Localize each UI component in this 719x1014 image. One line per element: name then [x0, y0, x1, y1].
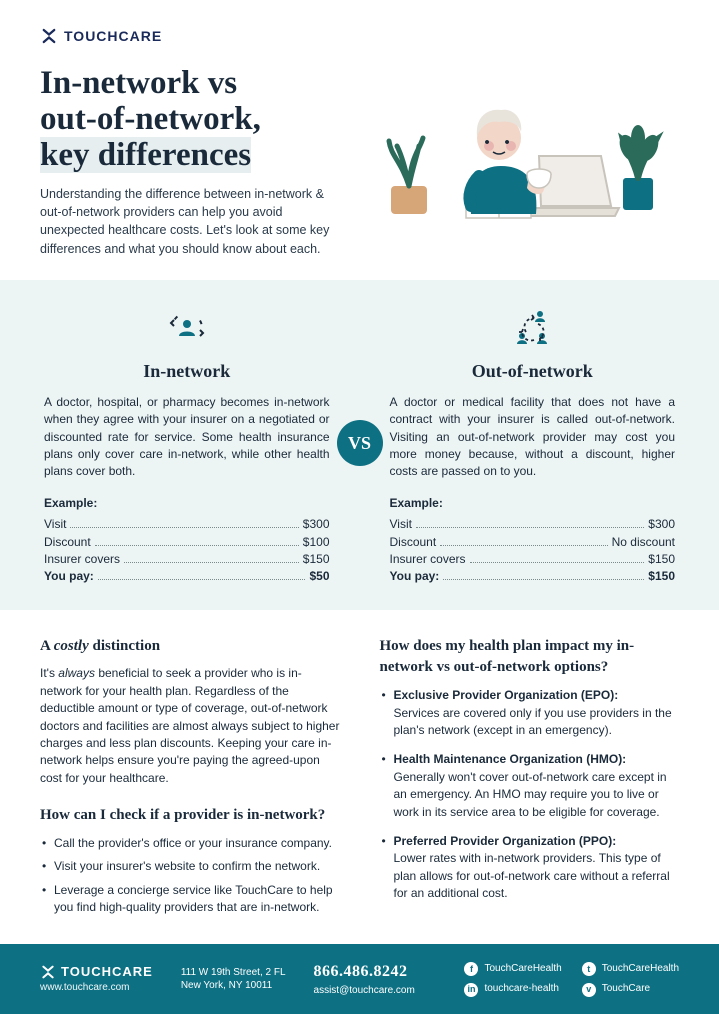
- out-network-heading: Out-of-network: [390, 358, 676, 384]
- footer-url: www.touchcare.com: [40, 981, 153, 996]
- in-network-heading: In-network: [44, 358, 330, 384]
- social-link[interactable]: intouchcare-health: [464, 982, 561, 997]
- social-icon: v: [582, 983, 596, 997]
- lower-right: How does my health plan impact my in-net…: [380, 636, 680, 923]
- social-icon: in: [464, 983, 478, 997]
- title-line-2: out-of-network,: [40, 101, 261, 137]
- footer-email: assist@touchcare.com: [314, 984, 415, 999]
- plan-heading: How does my health plan impact my in-net…: [380, 636, 680, 680]
- social-link[interactable]: vTouchCare: [582, 982, 679, 997]
- example-label: Example:: [390, 495, 676, 512]
- example-label: Example:: [44, 495, 330, 512]
- example-row: Discount$100: [44, 534, 330, 551]
- hero-subtitle: Understanding the difference between in-…: [40, 185, 332, 258]
- out-network-example-rows: Visit$300DiscountNo discountInsurer cove…: [390, 516, 676, 586]
- list-item: Visit your insurer's website to confirm …: [40, 858, 340, 875]
- example-row: Insurer covers$150: [390, 551, 676, 568]
- in-network-column: In-network A doctor, hospital, or pharma…: [44, 306, 330, 586]
- out-network-icon: [508, 306, 556, 350]
- list-item: Leverage a concierge service like TouchC…: [40, 882, 340, 917]
- footer-address: 111 W 19th Street, 2 FL New York, NY 100…: [181, 966, 286, 993]
- logo-mark-icon: [40, 27, 58, 45]
- in-network-icon: [165, 306, 209, 350]
- footer: TOUCHCARE www.touchcare.com 111 W 19th S…: [0, 944, 719, 1014]
- title-line-1: In-network vs: [40, 65, 237, 101]
- example-row: DiscountNo discount: [390, 534, 676, 551]
- hero-section: In-network vs out-of-network, key differ…: [40, 66, 679, 257]
- social-icon: f: [464, 962, 478, 976]
- in-network-example-rows: Visit$300Discount$100Insurer covers$150Y…: [44, 516, 330, 586]
- logo-mark-icon: [40, 964, 56, 980]
- footer-social: fTouchCareHealth tTouchCareHealth intouchc…: [464, 962, 679, 997]
- footer-contact: 866.486.8242 assist@touchcare.com: [314, 960, 415, 998]
- list-item: Preferred Provider Organization (PPO):Lo…: [380, 833, 680, 903]
- lower-section: A costly distinction It's always benefic…: [40, 610, 679, 945]
- in-network-body: A doctor, hospital, or pharmacy becomes …: [44, 394, 330, 481]
- comparison-section: In-network A doctor, hospital, or pharma…: [0, 280, 719, 610]
- out-network-body: A doctor or medical facility that does n…: [390, 394, 676, 481]
- example-row: Visit$300: [390, 516, 676, 533]
- page-title: In-network vs out-of-network, key differ…: [40, 66, 332, 173]
- title-line-3: key differences: [40, 137, 251, 173]
- social-icon: t: [582, 962, 596, 976]
- hero-illustration: [362, 66, 679, 236]
- lower-left: A costly distinction It's always benefic…: [40, 636, 340, 923]
- footer-logo: TOUCHCARE www.touchcare.com: [40, 963, 153, 996]
- check-heading: How can I check if a provider is in-netw…: [40, 805, 340, 827]
- social-link[interactable]: tTouchCareHealth: [582, 962, 679, 977]
- list-item: Health Maintenance Organization (HMO):Ge…: [380, 751, 680, 821]
- social-link[interactable]: fTouchCareHealth: [464, 962, 561, 977]
- costly-para: It's always beneficial to seek a provide…: [40, 665, 340, 787]
- vs-badge: VS: [337, 420, 383, 466]
- check-bullets: Call the provider's office or your insur…: [40, 835, 340, 917]
- plan-bullets: Exclusive Provider Organization (EPO):Se…: [380, 687, 680, 902]
- out-network-column: Out-of-network A doctor or medical facil…: [390, 306, 676, 586]
- example-row: You pay:$150: [390, 568, 676, 585]
- example-row: Visit$300: [44, 516, 330, 533]
- example-row: Insurer covers$150: [44, 551, 330, 568]
- example-row: You pay:$50: [44, 568, 330, 585]
- footer-phone: 866.486.8242: [314, 960, 415, 983]
- brand-logo: TOUCHCARE: [40, 26, 679, 46]
- logo-text: TOUCHCARE: [64, 26, 162, 46]
- list-item: Exclusive Provider Organization (EPO):Se…: [380, 687, 680, 739]
- list-item: Call the provider's office or your insur…: [40, 835, 340, 852]
- footer-brand: TOUCHCARE: [61, 963, 153, 982]
- costly-heading: A costly distinction: [40, 636, 340, 658]
